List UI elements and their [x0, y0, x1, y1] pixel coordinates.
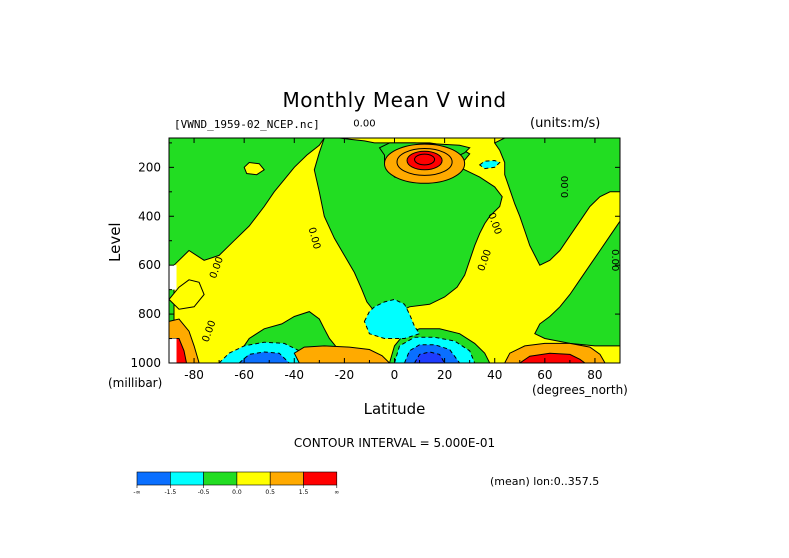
colorbar-swatch — [170, 471, 204, 486]
x-axis-label: Latitude — [363, 400, 426, 418]
units-label: (units:m/s) — [530, 116, 601, 131]
colorbar-label: 0.0 — [232, 489, 242, 496]
fill-neg-core-nh-inner — [413, 351, 446, 363]
dataset-label: [VWND_1959-02_NCEP.nc] — [174, 118, 320, 131]
colorbar: -∞ -1.5 -0.5 0.0 0.5 1.5 ∞ — [133, 471, 339, 496]
contour-label: 0.00 — [560, 176, 571, 198]
x-axis-units: (degrees_north) — [532, 383, 628, 397]
y-tick-label: 200 — [138, 160, 161, 174]
y-tick-label: 400 — [138, 209, 161, 223]
fill-neg-nh-upper — [493, 138, 620, 266]
y-axis-units: (millibar) — [108, 376, 163, 390]
x-tick-label: -60 — [234, 368, 254, 382]
x-tick-label: 40 — [487, 368, 502, 382]
colorbar-label: -0.5 — [198, 489, 210, 496]
mean-label: (mean) lon:0..357.5 — [490, 475, 600, 488]
colorbar-label: 0.5 — [265, 489, 275, 496]
fill-neg-core-sh — [238, 351, 291, 363]
fill-pos-nh-surface-core — [518, 352, 586, 363]
fill-neg-center — [313, 138, 503, 315]
axes: -80 -60 -40 -20 0 20 40 60 80 200 400 600 800 1000 — [130, 138, 621, 382]
fill-weak-neg-upper — [478, 159, 501, 170]
fill-pos-island-1 — [243, 161, 265, 176]
y-tick-label: 1000 — [130, 356, 161, 370]
fill-pos-upper-inner — [414, 153, 436, 166]
colorbar-label: 1.5 — [299, 489, 309, 496]
contour-fills — [169, 138, 620, 363]
fill-weak-neg-mid — [363, 298, 421, 339]
y-tick-label: 800 — [138, 307, 161, 321]
contour-label: 0.00 — [609, 249, 620, 271]
x-tick-label: -20 — [335, 368, 355, 382]
x-tick-label: 60 — [537, 368, 552, 382]
y-tick-label: 600 — [138, 258, 161, 272]
colorbar-swatch — [136, 471, 171, 486]
x-tick-label: -40 — [284, 368, 304, 382]
fill-missing-edge-bottom — [169, 338, 177, 363]
colorbar-swatch — [303, 471, 338, 486]
fill-pos-sh-surface — [293, 345, 391, 363]
x-tick-label: 20 — [437, 368, 452, 382]
colorbar-swatch — [203, 471, 238, 486]
chart-title: Monthly Mean V wind — [282, 88, 507, 112]
colorbar-label: -1.5 — [164, 489, 176, 496]
contour-label: 0.00 — [353, 118, 375, 129]
x-tick-label: 80 — [587, 368, 602, 382]
fill-missing-edge — [169, 265, 177, 290]
colorbar-swatch — [236, 471, 271, 486]
fill-neg-nh-lower — [534, 220, 620, 347]
colorbar-swatch — [269, 471, 304, 486]
colorbar-label: ∞ — [334, 489, 339, 496]
fill-pos-island-2 — [169, 279, 205, 310]
x-tick-label: 0 — [391, 368, 399, 382]
contour-interval-text: CONTOUR INTERVAL = 5.000E-01 — [293, 436, 496, 450]
x-tick-label: -80 — [184, 368, 204, 382]
colorbar-label: -∞ — [133, 489, 140, 496]
